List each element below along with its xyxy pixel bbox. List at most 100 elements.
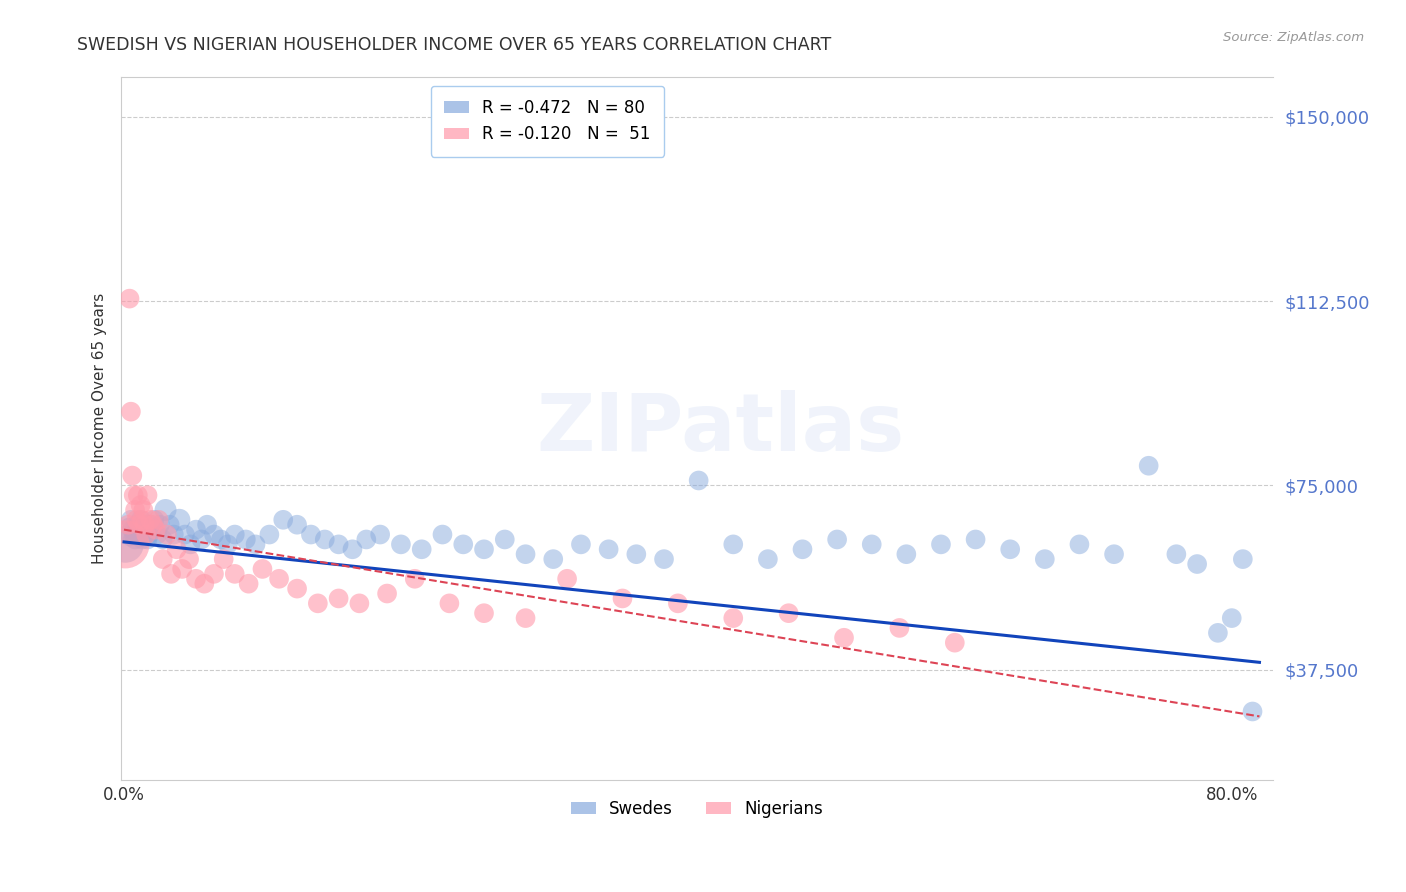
Point [139, 517, 162, 532]
Text: Source: ZipAtlas.com: Source: ZipAtlas.com [1223, 31, 1364, 45]
Point [285, 582, 308, 596]
Y-axis label: Householder Income Over 65 years: Householder Income Over 65 years [93, 293, 107, 565]
Point [285, 517, 308, 532]
Point [142, 517, 165, 532]
Point [120, 405, 142, 419]
Point [195, 517, 218, 532]
Point [184, 523, 207, 537]
Point [177, 552, 200, 566]
Point [1185, 557, 1208, 571]
Point [156, 527, 179, 541]
Point [128, 517, 150, 532]
Point [114, 537, 136, 551]
Point [131, 533, 153, 547]
Point [439, 596, 461, 610]
Point [515, 547, 537, 561]
Point [118, 292, 141, 306]
Point [134, 517, 156, 532]
Point [129, 498, 152, 512]
Point [356, 533, 378, 547]
Point [193, 576, 215, 591]
Point [328, 537, 350, 551]
Point [209, 533, 232, 547]
Point [943, 635, 966, 649]
Point [472, 606, 495, 620]
Point [139, 513, 162, 527]
Point [259, 527, 281, 541]
Point [152, 552, 174, 566]
Point [138, 527, 160, 541]
Point [598, 542, 620, 557]
Point [122, 527, 145, 541]
Point [451, 537, 474, 551]
Point [141, 523, 163, 537]
Point [127, 523, 149, 537]
Point [117, 517, 139, 532]
Point [472, 542, 495, 557]
Point [125, 513, 148, 527]
Point [172, 562, 194, 576]
Point [117, 517, 139, 532]
Point [163, 527, 186, 541]
Point [122, 488, 145, 502]
Point [723, 611, 745, 625]
Point [349, 596, 371, 610]
Point [224, 566, 246, 581]
Point [152, 533, 174, 547]
Point [148, 513, 170, 527]
Point [184, 572, 207, 586]
Point [169, 513, 191, 527]
Point [271, 513, 294, 527]
Point [1069, 537, 1091, 551]
Point [404, 572, 426, 586]
Point [179, 537, 201, 551]
Point [124, 533, 146, 547]
Point [121, 523, 143, 537]
Point [652, 552, 675, 566]
Point [998, 542, 1021, 557]
Point [375, 586, 398, 600]
Point [626, 547, 648, 561]
Point [929, 537, 952, 551]
Point [1166, 547, 1188, 561]
Point [146, 527, 169, 541]
Point [569, 537, 592, 551]
Point [118, 533, 141, 547]
Point [1137, 458, 1160, 473]
Point [115, 527, 138, 541]
Point [723, 537, 745, 551]
Point [145, 523, 167, 537]
Point [212, 552, 235, 566]
Point [129, 513, 152, 527]
Point [1232, 552, 1254, 566]
Point [756, 552, 779, 566]
Point [389, 537, 412, 551]
Point [1220, 611, 1243, 625]
Point [1241, 705, 1264, 719]
Point [889, 621, 911, 635]
Point [494, 533, 516, 547]
Point [515, 611, 537, 625]
Point [134, 527, 156, 541]
Point [121, 468, 143, 483]
Point [666, 596, 689, 610]
Point [132, 517, 155, 532]
Point [235, 533, 257, 547]
Point [124, 503, 146, 517]
Point [125, 517, 148, 532]
Point [166, 542, 188, 557]
Point [202, 566, 225, 581]
Point [160, 566, 183, 581]
Point [128, 527, 150, 541]
Point [135, 523, 157, 537]
Point [411, 542, 433, 557]
Point [778, 606, 800, 620]
Point [149, 517, 172, 532]
Point [368, 527, 391, 541]
Point [238, 576, 260, 591]
Point [114, 537, 136, 551]
Point [825, 533, 848, 547]
Point [342, 542, 364, 557]
Text: SWEDISH VS NIGERIAN HOUSEHOLDER INCOME OVER 65 YEARS CORRELATION CHART: SWEDISH VS NIGERIAN HOUSEHOLDER INCOME O… [77, 36, 831, 54]
Point [127, 488, 149, 502]
